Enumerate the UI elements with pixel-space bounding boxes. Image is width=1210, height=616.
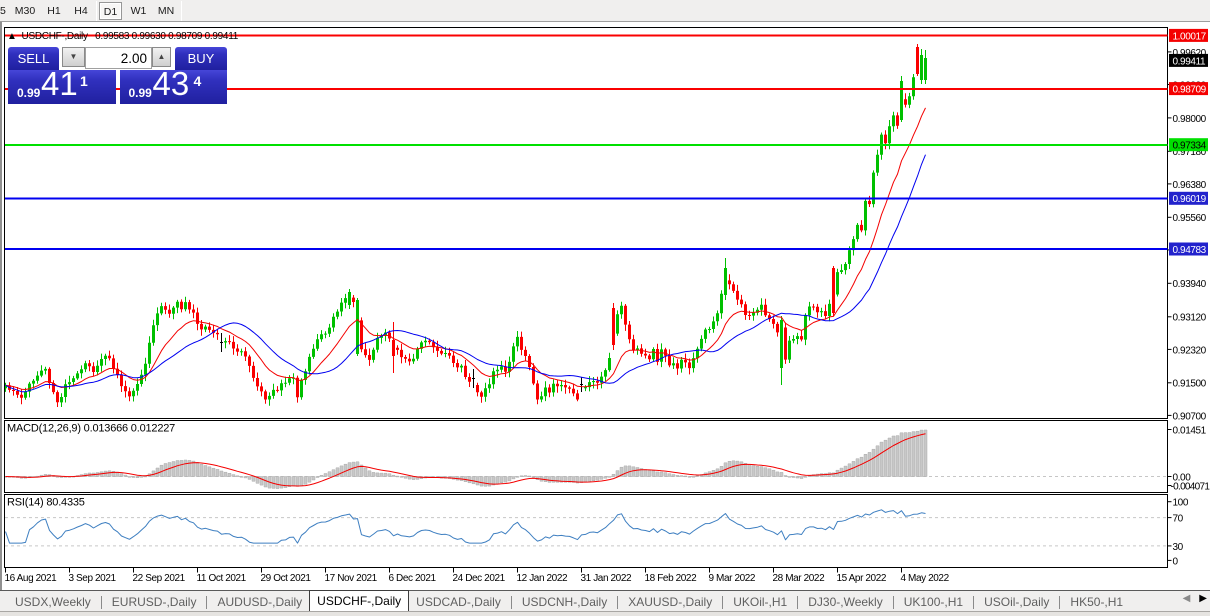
svg-text:0.00: 0.00 [1173,472,1192,483]
svg-text:0: 0 [1173,556,1179,567]
svg-text:RSI(14) 80.4335: RSI(14) 80.4335 [7,497,85,509]
svg-text:0.97334: 0.97334 [1173,141,1207,152]
svg-text:0.99411: 0.99411 [1173,56,1206,67]
svg-text:3 Sep 2021: 3 Sep 2021 [69,573,117,584]
svg-text:30: 30 [1173,542,1184,553]
svg-text:0.98709: 0.98709 [1173,85,1207,96]
svg-text:22 Sep 2021: 22 Sep 2021 [133,573,186,584]
svg-text:12 Jan 2022: 12 Jan 2022 [517,573,568,584]
svg-text:1.00017: 1.00017 [1173,31,1207,42]
svg-text:0.96380: 0.96380 [1173,180,1207,191]
svg-text:0.96019: 0.96019 [1173,194,1207,205]
svg-text:4 May 2022: 4 May 2022 [901,573,950,584]
svg-text:0.94783: 0.94783 [1173,245,1207,256]
svg-text:0.95560: 0.95560 [1173,213,1207,224]
svg-text:0.98000: 0.98000 [1173,114,1207,125]
svg-text:15 Apr 2022: 15 Apr 2022 [837,573,887,584]
svg-text:11 Oct 2021: 11 Oct 2021 [197,573,247,584]
svg-text:0.01451: 0.01451 [1173,425,1207,436]
svg-text:MACD(12,26,9) 0.013666 0.01222: MACD(12,26,9) 0.013666 0.012227 [7,423,175,435]
svg-text:24 Dec 2021: 24 Dec 2021 [453,573,506,584]
svg-text:0.90700: 0.90700 [1173,411,1207,422]
svg-text:0.92320: 0.92320 [1173,345,1207,356]
svg-text:0.91500: 0.91500 [1173,379,1207,390]
svg-text:0.93120: 0.93120 [1173,313,1207,324]
svg-text:0.93940: 0.93940 [1173,279,1207,290]
svg-text:28 Mar 2022: 28 Mar 2022 [773,573,826,584]
svg-text:100: 100 [1173,498,1189,509]
svg-text:0.99620: 0.99620 [1173,48,1207,59]
svg-text:0.97180: 0.97180 [1173,147,1207,158]
svg-text:29 Oct 2021: 29 Oct 2021 [261,573,312,584]
svg-text:70: 70 [1173,514,1184,525]
svg-text:-0.004071: -0.004071 [1171,481,1210,492]
svg-text:16 Aug 2021: 16 Aug 2021 [5,573,58,584]
svg-text:17 Nov 2021: 17 Nov 2021 [325,573,378,584]
svg-text:31 Jan 2022: 31 Jan 2022 [581,573,632,584]
svg-text:6 Dec 2021: 6 Dec 2021 [389,573,437,584]
svg-text:9 Mar 2022: 9 Mar 2022 [709,573,756,584]
svg-text:18 Feb 2022: 18 Feb 2022 [645,573,698,584]
